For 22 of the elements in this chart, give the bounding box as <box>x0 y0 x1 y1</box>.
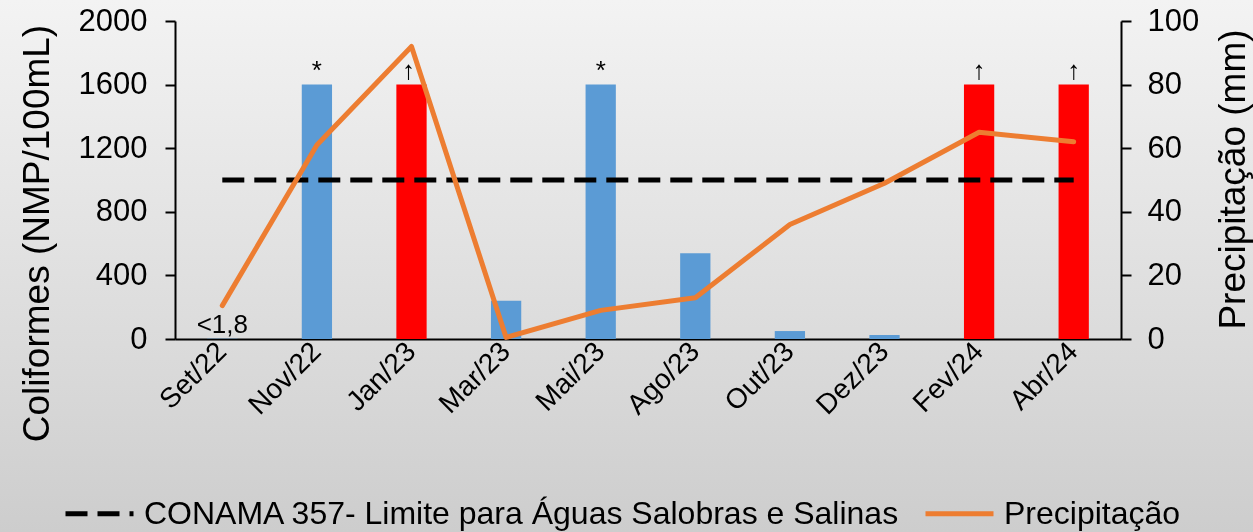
y2-axis-title: Precipitação (mm) <box>1211 29 1253 330</box>
legend-label: CONAMA 357- Limite para Águas Salobras e Salinas <box>144 494 899 531</box>
y2-tick-label: 100 <box>1147 2 1200 38</box>
y-tick-label: 400 <box>95 256 148 292</box>
data-label: ↑ <box>972 54 986 85</box>
data-label: ↑ <box>1067 54 1081 85</box>
y2-tick-label: 20 <box>1147 256 1182 292</box>
y-tick-label: 1200 <box>78 129 148 165</box>
y2-tick-label: 80 <box>1147 66 1182 102</box>
y-axis-title: Coliformes (NMP/100mL) <box>15 24 57 443</box>
y2-tick-label: 60 <box>1147 129 1182 165</box>
data-label: <1,8 <box>196 308 248 339</box>
y-tick-label: 2000 <box>78 2 148 38</box>
y-tick-label: 0 <box>130 320 148 356</box>
y2-tick-label: 0 <box>1147 320 1165 356</box>
y-tick-label: 800 <box>95 193 148 229</box>
data-label: * <box>595 54 606 85</box>
data-label: * <box>311 54 322 85</box>
legend-label: Precipitação <box>1004 494 1181 531</box>
y-tick-label: 1600 <box>78 66 148 102</box>
y2-tick-label: 40 <box>1147 193 1182 229</box>
data-label: ↑ <box>402 54 415 85</box>
